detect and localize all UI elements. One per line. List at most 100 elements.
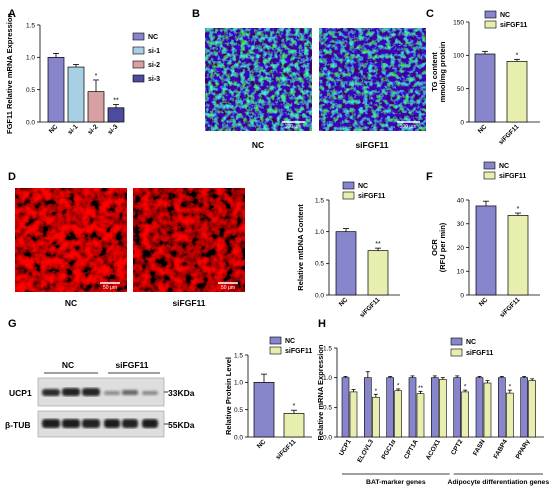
blot-group-label: siFGF11 xyxy=(115,360,148,370)
legend-label: NC xyxy=(358,183,368,190)
y-tick-label: 1.5 xyxy=(323,345,332,352)
panel-letter-c: C xyxy=(426,8,434,20)
legend-swatch xyxy=(132,46,145,55)
bar-nc xyxy=(474,53,496,123)
scale-bar-label: 100 μm xyxy=(400,124,417,130)
panel-letter-b: B xyxy=(192,8,200,20)
y-axis-label: Relative Protein Level xyxy=(224,357,233,435)
x-tick-label: NC xyxy=(48,123,60,135)
legend-label: siFGF11 xyxy=(358,193,385,200)
legend-swatch xyxy=(450,337,463,346)
scale-bar-label: 100 μm xyxy=(285,124,302,130)
y-tick-label: 50 xyxy=(457,86,465,93)
bar-sifgf11 xyxy=(506,60,528,123)
y-tick-label: 1.0 xyxy=(234,380,243,387)
micrograph-d-sifgf11 xyxy=(133,188,245,292)
legend-swatch xyxy=(484,20,497,29)
y-axis-label: FGF11 Relative mRNA Expression xyxy=(5,13,14,134)
y-tick-label: 0.5 xyxy=(315,261,324,268)
chart-f: 0 10 20 30 40 OCR (RFU per min) NC * siFGF11 NC siF… xyxy=(430,161,540,319)
x-tick-label: siFGF11 xyxy=(359,296,382,319)
significance-mark: * xyxy=(464,384,467,391)
bar-nc-4 xyxy=(431,377,439,438)
legend-swatch xyxy=(132,32,145,41)
x-tick-label: si-2 xyxy=(87,123,100,136)
x-tick-label: si-1 xyxy=(67,123,80,136)
legend-label: siFGF11 xyxy=(466,350,493,357)
y-tick-label: 1.5 xyxy=(234,352,243,359)
significance-mark: * xyxy=(95,73,98,80)
y-tick-label: 0.5 xyxy=(234,407,243,414)
bar-nc-7 xyxy=(498,377,506,438)
bar-sifgf11 xyxy=(507,215,529,296)
significance-mark: ** xyxy=(113,98,119,105)
micrograph-caption: siFGF11 xyxy=(355,140,388,150)
legend-swatch xyxy=(132,60,145,69)
blot-band-kda: 55KDa xyxy=(168,420,195,430)
y-tick-label: 100 xyxy=(453,53,464,60)
micrograph-caption: NC xyxy=(65,298,77,308)
charts-layer: 0.0 0.5 1.0 1.5 FGF11 Relative mRNA Expressi… xyxy=(5,10,550,486)
bar-nc xyxy=(475,205,497,296)
blot-band-name: UCP1 xyxy=(9,388,32,398)
bar-si-1 xyxy=(67,66,85,123)
group-label: BAT-marker genes xyxy=(366,479,426,486)
panel-letter-e: E xyxy=(286,171,293,183)
legend-swatch xyxy=(132,74,145,83)
blot-group-label: NC xyxy=(62,360,74,370)
legend-label: NC xyxy=(466,339,476,346)
x-tick-label: NC xyxy=(256,438,268,450)
bar-sifgf11 xyxy=(283,413,305,438)
y-tick-label: 0.0 xyxy=(323,434,332,441)
chart-e: 0.0 0.5 1.0 1.5 Relative mtDNA Content NC ** si… xyxy=(296,181,400,319)
x-tick-label: siFGF11 xyxy=(498,123,521,146)
y-tick-label: 0.0 xyxy=(234,434,243,441)
x-tick-label: siFGF11 xyxy=(275,438,298,461)
y-axis-label-2: mmol/mg protein xyxy=(438,41,447,102)
x-tick-label: FABP4 xyxy=(493,438,510,460)
significance-mark: * xyxy=(509,384,512,391)
x-tick-label: CPT1A xyxy=(403,438,420,460)
panel-letter-g: G xyxy=(8,318,17,330)
legend-label: NC xyxy=(499,163,509,170)
western-blot: NC siFGF11 UCP1 β-TUB 33KDa 55KDa xyxy=(5,360,195,438)
legend-swatch xyxy=(342,181,355,190)
y-tick-label: 1.0 xyxy=(323,375,332,382)
legend-label: siFGF11 xyxy=(500,22,527,29)
panel-letter-f: F xyxy=(426,171,433,183)
bar-sifgf11 xyxy=(367,250,389,296)
group-label: Adipocyte differentiation genes xyxy=(448,479,550,486)
bar-sifgf11-5 xyxy=(461,391,469,438)
bar-nc-8 xyxy=(520,377,528,438)
micrograph-d-nc xyxy=(15,188,127,292)
y-axis-label: OCR xyxy=(430,239,439,256)
bar-nc-0 xyxy=(341,377,350,438)
y-tick-label: 1.0 xyxy=(315,229,324,236)
bar-sifgf11-4 xyxy=(439,379,447,438)
bar-nc-3 xyxy=(408,377,417,438)
legend-swatch xyxy=(483,171,496,180)
legend-swatch xyxy=(269,346,282,355)
bar-nc-6 xyxy=(475,377,484,438)
bar-nc-5 xyxy=(453,377,461,438)
legend-label: si-1 xyxy=(148,48,160,55)
legend-label: si-2 xyxy=(148,62,160,69)
bar-sifgf11-6 xyxy=(483,382,492,438)
significance-mark: * xyxy=(517,206,520,213)
y-tick-label: 0 xyxy=(460,292,464,299)
chart-c: 0 50 100 150 TG content mmol/mg protein NC * siF… xyxy=(430,10,540,146)
bar-nc xyxy=(47,56,65,123)
bar-si-3 xyxy=(107,107,125,123)
y-axis-label: Relative mRNA Expression xyxy=(316,344,325,440)
significance-mark: ** xyxy=(375,241,381,248)
bar-nc xyxy=(335,231,357,296)
y-tick-label: 1.5 xyxy=(26,22,35,29)
legend-swatch xyxy=(450,348,463,357)
y-tick-label: 30 xyxy=(457,221,465,228)
legend-label: siFGF11 xyxy=(285,348,312,355)
bar-nc xyxy=(253,381,275,438)
bar-sifgf11-2 xyxy=(394,390,402,438)
micrograph-b-nc xyxy=(205,28,312,131)
